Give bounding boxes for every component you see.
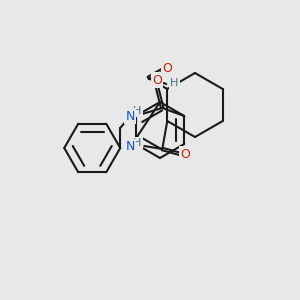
Text: H: H <box>133 138 142 148</box>
Text: O: O <box>162 62 172 76</box>
Text: N: N <box>126 110 135 122</box>
Text: N: N <box>126 140 135 154</box>
Text: O: O <box>152 74 162 86</box>
Text: N: N <box>126 140 135 154</box>
Text: O: O <box>180 148 190 160</box>
Text: H: H <box>133 106 141 116</box>
Text: H: H <box>170 78 178 88</box>
